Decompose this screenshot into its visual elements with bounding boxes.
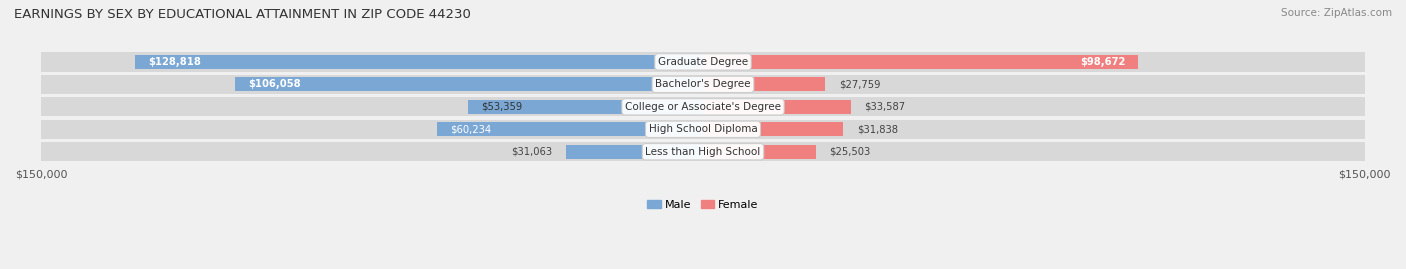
Bar [703, 145, 815, 159]
Text: $31,838: $31,838 [856, 124, 897, 134]
Text: Less than High School: Less than High School [645, 147, 761, 157]
Text: Bachelor's Degree: Bachelor's Degree [655, 79, 751, 89]
Bar [703, 100, 851, 114]
Text: $33,587: $33,587 [865, 102, 905, 112]
Text: Graduate Degree: Graduate Degree [658, 57, 748, 67]
Bar [41, 120, 1365, 139]
Bar [703, 77, 825, 91]
Bar [437, 122, 703, 136]
Bar [567, 145, 703, 159]
Bar [235, 77, 703, 91]
Legend: Male, Female: Male, Female [643, 195, 763, 214]
Text: $53,359: $53,359 [481, 102, 522, 112]
Bar [703, 55, 1139, 69]
Text: $106,058: $106,058 [249, 79, 301, 89]
Text: $128,818: $128,818 [148, 57, 201, 67]
Text: $98,672: $98,672 [1080, 57, 1125, 67]
Bar [135, 55, 703, 69]
Text: Source: ZipAtlas.com: Source: ZipAtlas.com [1281, 8, 1392, 18]
Text: $31,063: $31,063 [512, 147, 553, 157]
Text: College or Associate's Degree: College or Associate's Degree [626, 102, 780, 112]
Bar [468, 100, 703, 114]
Text: High School Diploma: High School Diploma [648, 124, 758, 134]
Bar [41, 52, 1365, 72]
Text: $25,503: $25,503 [828, 147, 870, 157]
Bar [41, 75, 1365, 94]
Bar [41, 142, 1365, 161]
Text: $27,759: $27,759 [839, 79, 880, 89]
Bar [703, 122, 844, 136]
Bar [41, 97, 1365, 116]
Text: $60,234: $60,234 [450, 124, 492, 134]
Text: EARNINGS BY SEX BY EDUCATIONAL ATTAINMENT IN ZIP CODE 44230: EARNINGS BY SEX BY EDUCATIONAL ATTAINMEN… [14, 8, 471, 21]
